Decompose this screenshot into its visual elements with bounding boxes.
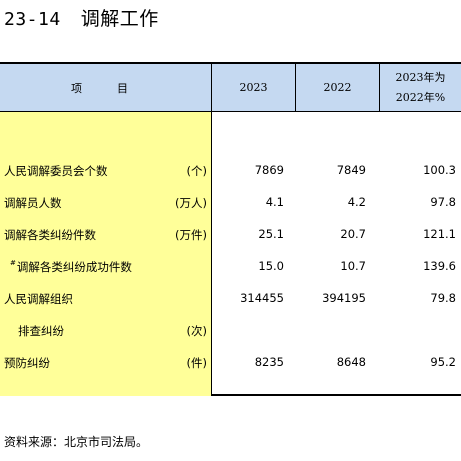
value-ratio: 139.6 — [423, 259, 456, 273]
header-2022: 2022 — [296, 64, 380, 111]
row-unit: (件) — [186, 356, 207, 370]
value-2022: 10.7 — [340, 259, 366, 273]
table-name: 调解工作 — [80, 8, 159, 30]
row-unit: (次) — [186, 324, 207, 338]
header-2023: 2023 — [212, 64, 296, 111]
row-label: 预防纠纷 — [4, 356, 50, 370]
row-unit: (万件) — [175, 228, 207, 242]
row-label-wrap: #调解各类纠纷成功件数 — [10, 259, 132, 275]
table-title: 23-14 调解工作 — [4, 4, 159, 31]
table-row: 调解各类纠纷件数 (万件) 25.1 20.7 121.1 — [0, 225, 461, 245]
table-header: 项 目 2023 2022 2023年为 2022年% — [0, 64, 461, 112]
row-unit: (万人) — [175, 196, 207, 210]
row-label: 调解各类纠纷件数 — [4, 228, 96, 242]
row-label: 排查纠纷 — [18, 324, 64, 338]
row-label: 调解员人数 — [4, 196, 62, 210]
header-item: 项 目 — [0, 64, 212, 111]
table-row: 排查纠纷 (次) — [0, 321, 461, 341]
value-ratio: 121.1 — [423, 227, 456, 241]
header-ratio: 2023年为 2022年% — [380, 64, 461, 111]
value-2023: 314455 — [240, 291, 284, 305]
row-label: 人民调解委员会个数 — [4, 164, 108, 178]
value-2022: 4.2 — [347, 195, 366, 209]
table-row: 人民调解委员会个数 (个) 7869 7849 100.3 — [0, 161, 461, 181]
row-label: 人民调解组织 — [4, 292, 73, 306]
table-row: 人民调解组织 314455 394195 79.8 — [0, 289, 461, 309]
row-label: 调解各类纠纷成功件数 — [16, 260, 132, 274]
table-body: 人民调解委员会个数 (个) 7869 7849 100.3 调解员人数 (万人)… — [0, 112, 461, 396]
value-ratio: 95.2 — [430, 355, 456, 369]
value-2022: 8648 — [336, 355, 366, 369]
value-2023: 8235 — [254, 355, 284, 369]
label-column-bg — [0, 112, 212, 396]
value-ratio: 79.8 — [430, 291, 456, 305]
source-note: 资料来源：北京市司法局。 — [4, 435, 149, 449]
value-2023: 15.0 — [258, 259, 284, 273]
row-unit: (个) — [186, 164, 207, 178]
table-row: 调解员人数 (万人) 4.1 4.2 97.8 — [0, 193, 461, 213]
header-ratio-line1: 2023年为 — [395, 70, 446, 84]
table-number: 23-14 — [4, 9, 61, 30]
data-table: 项 目 2023 2022 2023年为 2022年% 人民调解委员会个数 (个… — [0, 62, 461, 396]
value-ratio: 97.8 — [430, 195, 456, 209]
value-2022: 394195 — [322, 291, 366, 305]
value-2023: 4.1 — [265, 195, 284, 209]
table-row: #调解各类纠纷成功件数 15.0 10.7 139.6 — [0, 257, 461, 277]
value-2022: 20.7 — [340, 227, 366, 241]
header-ratio-line2: 2022年% — [395, 90, 446, 104]
value-2023: 7869 — [254, 163, 284, 177]
value-2022: 7849 — [336, 163, 366, 177]
row-prefix: # — [10, 259, 16, 267]
value-ratio: 100.3 — [423, 163, 456, 177]
table-row: 预防纠纷 (件) 8235 8648 95.2 — [0, 353, 461, 373]
value-2023: 25.1 — [258, 227, 284, 241]
